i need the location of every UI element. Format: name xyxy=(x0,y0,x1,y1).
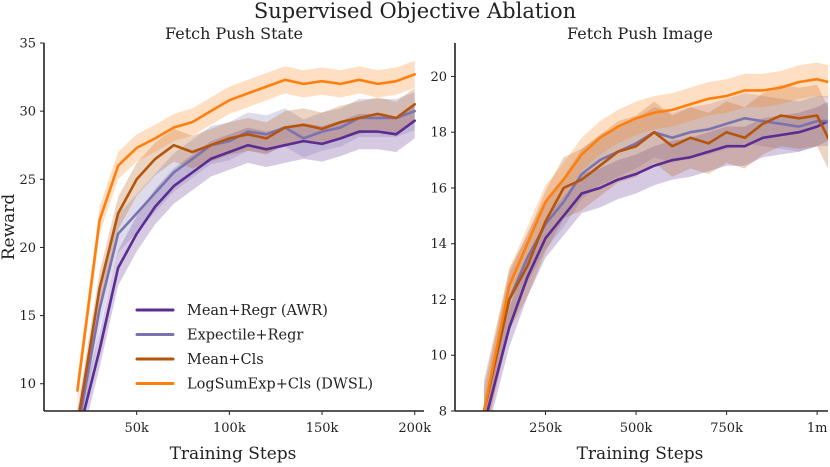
y-tick-label: 30 xyxy=(19,105,36,120)
panel-title: Fetch Push Image xyxy=(567,24,713,43)
panel-fetch-push-image: Fetch Push Image 250k 500k 750k 1m 8 10 12 14 16… xyxy=(430,24,828,464)
legend-label: LogSumExp+Cls (DWSL) xyxy=(187,377,373,393)
legend-label: Expectile+Regr xyxy=(187,328,303,344)
x-axis-label: Training Steps xyxy=(170,444,297,464)
y-tick-label: 10 xyxy=(430,349,447,364)
tick-layer: 50k 100k 150k 200k 10 15 20 25 30 35 xyxy=(19,37,431,437)
y-tick-label: 20 xyxy=(19,241,36,256)
band-logsumexp-cls-dwsl xyxy=(77,60,415,405)
band-mean-regr-awr xyxy=(79,103,415,411)
legend-item-expectile-regr: Expectile+Regr xyxy=(135,328,303,344)
x-tick-label: 50k xyxy=(124,421,149,436)
legend: Mean+Regr (AWR) Expectile+Regr Mean+Cls Log… xyxy=(135,303,373,393)
x-tick-label: 100k xyxy=(213,421,246,436)
tick-layer: 250k 500k 750k 1m 8 10 12 14 16 18 20 xyxy=(430,70,827,436)
legend-label: Mean+Cls xyxy=(187,352,264,368)
y-tick-label: 18 xyxy=(430,126,447,141)
series-line-logsumexp-cls-dwsl xyxy=(76,73,417,392)
series-line-mean-regr-awr xyxy=(82,119,417,411)
y-tick-label: 10 xyxy=(19,377,36,392)
legend-item-mean-regr-awr: Mean+Regr (AWR) xyxy=(135,303,328,319)
band-layer xyxy=(484,62,828,411)
x-tick-label: 750k xyxy=(710,421,743,436)
x-axis-label: Training Steps xyxy=(577,444,704,464)
x-tick-label: 150k xyxy=(306,421,339,436)
y-tick-label: 12 xyxy=(430,293,447,308)
y-tick-label: 16 xyxy=(430,181,447,196)
legend-label: Mean+Regr (AWR) xyxy=(187,303,328,319)
y-tick-label: 20 xyxy=(430,70,447,85)
legend-item-logsumexp-cls-dwsl: LogSumExp+Cls (DWSL) xyxy=(135,377,373,393)
line-layer xyxy=(482,77,828,411)
x-tick-label: 1m xyxy=(807,421,828,436)
band-expectile-regr xyxy=(77,92,415,411)
y-tick-label: 35 xyxy=(19,37,36,52)
figure-title: Supervised Objective Ablation xyxy=(254,0,576,23)
x-tick-label: 500k xyxy=(620,421,653,436)
panel-title: Fetch Push State xyxy=(165,24,303,43)
panel-fetch-push-state: Fetch Push State 50k 100k 150k 200k 10 15 20 25… xyxy=(0,24,431,464)
x-tick-label: 200k xyxy=(398,421,431,436)
band-mean-cls xyxy=(77,88,415,411)
series-line-mean-cls xyxy=(482,114,828,411)
y-tick-label: 15 xyxy=(19,309,36,324)
y-tick-label: 8 xyxy=(439,405,447,420)
y-tick-label: 14 xyxy=(430,237,447,252)
band-logsumexp-cls-dwsl xyxy=(484,62,828,411)
x-tick-label: 250k xyxy=(529,421,562,436)
series-line-expectile-regr xyxy=(482,117,828,411)
y-axis-label: Reward xyxy=(0,194,19,261)
band-mean-cls xyxy=(484,84,828,411)
series-line-logsumexp-cls-dwsl xyxy=(482,77,828,411)
band-layer xyxy=(77,60,415,411)
series-line-mean-cls xyxy=(78,103,417,411)
line-layer xyxy=(76,73,417,411)
series-line-mean-regr-awr xyxy=(486,119,828,411)
legend-item-mean-cls: Mean+Cls xyxy=(135,352,264,368)
y-tick-label: 25 xyxy=(19,173,36,188)
